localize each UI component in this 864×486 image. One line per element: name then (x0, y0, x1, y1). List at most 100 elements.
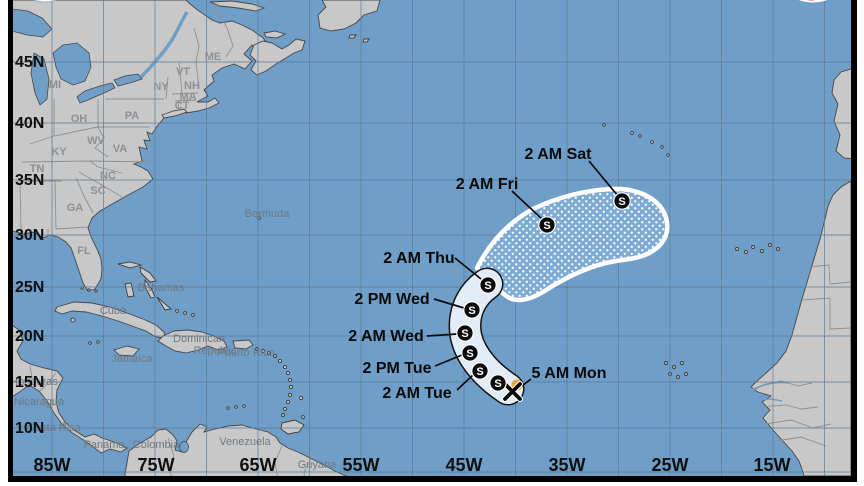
state-label: TN (30, 163, 45, 175)
cropped-logo-right-red (807, 0, 815, 1)
frame-left (8, 0, 13, 482)
lakes-rivers (11, 8, 789, 453)
lake-huron (52, 42, 92, 86)
state-label: GA (67, 202, 84, 214)
storm-markers: S S S S S S S S (456, 192, 631, 402)
svg-text:S: S (618, 196, 625, 208)
lake-maracaibo (179, 441, 189, 453)
region-label-costa-rica: Costa Rica (27, 422, 82, 434)
lat-axis-label: 30N (15, 227, 44, 244)
lon-axis-label: 35W (548, 455, 585, 475)
svg-text:S: S (461, 328, 468, 340)
lat-axis-label: 15N (15, 374, 44, 391)
state-label: NH (184, 80, 200, 92)
state-label: NY (153, 81, 169, 93)
cuba (54, 301, 166, 339)
label-leader-lines (426, 160, 619, 391)
svg-text:S: S (494, 378, 501, 390)
region-label-venezuela: Venezuela (219, 436, 271, 448)
lat-axis-label: 20N (15, 328, 44, 345)
label-2am-sat: 2 AM Sat (525, 146, 593, 163)
africa (750, 180, 852, 477)
current-position-x-marker (502, 381, 523, 402)
anticosti-island (209, 0, 266, 12)
region-label-bahamas: Bahamas (138, 282, 185, 294)
forecast-point-markers: S S S S S S S S (456, 192, 631, 392)
lake-ontario (113, 73, 143, 87)
lat-axis-label: 25N (15, 279, 44, 296)
label-2am-wed: 2 AM Wed (348, 328, 424, 345)
lat-axis-label: 10N (15, 420, 44, 437)
forecast-time-labels: 2 AM Sat 2 AM Fri 2 AM Thu 2 PM Wed 2 AM… (348, 146, 606, 402)
svg-text:S: S (543, 220, 550, 232)
state-label: WV (87, 135, 105, 147)
label-2am-tue: 2 AM Tue (382, 385, 451, 402)
label-5am-mon: 5 AM Mon (532, 365, 607, 382)
cropped-logo-left (33, 0, 57, 3)
axis-labels: 45N 40N 35N 30N 25N 20N 15N 10N 85W 75W … (15, 54, 791, 475)
puerto-rico-island (232, 339, 254, 350)
st-lawrence-river (139, 11, 189, 79)
state-label: CT (175, 100, 190, 112)
state-label: MI (49, 79, 61, 91)
south-america (122, 423, 362, 486)
storm-marker-2pm-tue: S (461, 344, 479, 362)
lat-axis-label: 40N (15, 115, 44, 132)
storm-marker-2am-thu: S (479, 276, 497, 294)
state-label: VT (176, 66, 190, 78)
storm-marker-2pm-mon: S (489, 374, 507, 392)
state-label: ME (205, 51, 222, 63)
lat-axis-label: 45N (15, 54, 44, 71)
storm-marker-2am-wed: S (456, 324, 474, 342)
cone-day4-5-stippled (474, 186, 670, 303)
label-2pm-wed: 2 PM Wed (354, 291, 429, 308)
lon-axis-label: 25W (651, 455, 688, 475)
frame-bottom (8, 476, 857, 482)
nova-scotia (249, 38, 306, 76)
region-label-colombia: Colombia (133, 439, 180, 451)
label-2am-thu: 2 AM Thu (383, 250, 454, 267)
state-label: KY (51, 146, 67, 158)
lake-erie (76, 82, 116, 104)
svg-text:S: S (466, 348, 473, 360)
region-label-dominican: Dominican (173, 333, 225, 345)
storm-marker-2pm-wed: S (463, 301, 481, 319)
storm-marker-2am-sat: S (613, 192, 631, 210)
state-label: OH (71, 113, 88, 125)
lon-axis-label: 15W (753, 455, 790, 475)
state-label: PA (125, 110, 140, 122)
state-label: VA (113, 143, 128, 155)
lon-axis-label: 75W (137, 455, 174, 475)
label-2pm-tue: 2 PM Tue (362, 360, 431, 377)
state-label: NC (100, 170, 116, 182)
lat-axis-label: 35N (15, 172, 44, 189)
place-labels: ME VT NH MA CT NY MI PA OH WV VA KY TN N… (10, 51, 337, 471)
svg-text:S: S (468, 305, 475, 317)
svg-text:S: S (484, 280, 491, 292)
storm-marker-2am-tue: S (471, 362, 489, 380)
lon-axis-label: 85W (33, 455, 70, 475)
region-label-bermuda: Bermuda (245, 208, 291, 220)
bahamas-islands (70, 261, 195, 345)
region-label-panama: Panama (84, 439, 126, 451)
region-label-puerto-rico: Puerto Rico (217, 347, 274, 359)
newfoundland (317, 0, 381, 32)
label-2am-fri: 2 AM Fri (456, 176, 519, 193)
lake-superior (11, 8, 53, 38)
jamaica (113, 345, 140, 357)
region-label-nicaragua: Nicaragua (14, 396, 65, 408)
state-label: MA (179, 91, 196, 103)
region-label-cuba: Cuba (100, 305, 127, 317)
long-island (161, 108, 188, 119)
lon-axis-label: 45W (445, 455, 482, 475)
gambia-river (756, 398, 783, 402)
prince-edward-island (263, 30, 287, 39)
state-label: SC (90, 185, 105, 197)
central-america (11, 324, 128, 454)
region-label-honduras: Honduras (10, 376, 58, 388)
region-label-republic: Republic (194, 345, 237, 357)
lon-axis-label: 65W (239, 455, 276, 475)
